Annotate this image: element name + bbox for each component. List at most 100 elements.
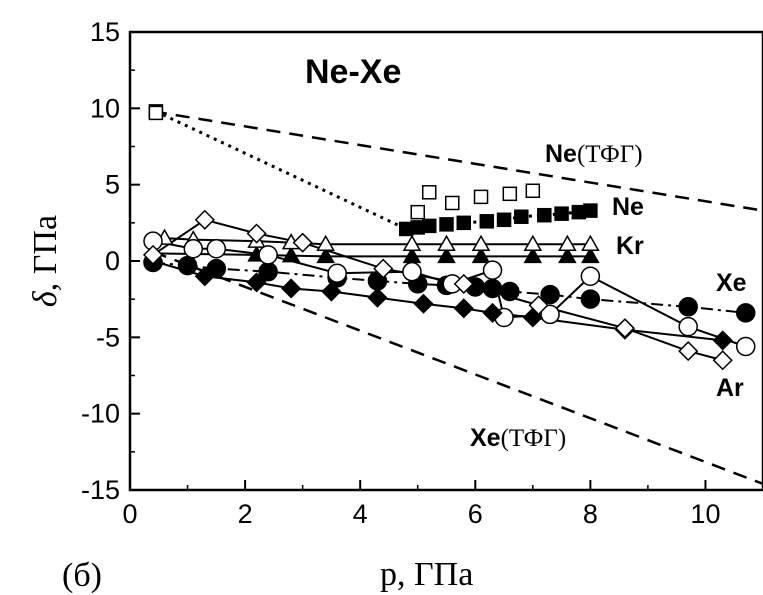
x-axis-label: p, ГПа	[380, 556, 473, 593]
data-point-xe-open-4	[327, 263, 347, 283]
series-label-kr: Kr	[616, 232, 644, 260]
data-point-kr-7	[523, 246, 543, 264]
data-point-ne-open-2	[421, 185, 437, 200]
data-point-xe-11	[540, 284, 560, 305]
data-point-kr-open-6	[437, 234, 456, 251]
data-point-kr-open-7	[471, 234, 491, 251]
data-point-xe-open-2	[206, 239, 227, 259]
data-point-ne-8	[514, 209, 529, 224]
data-point-xe-open-12	[735, 336, 756, 357]
curve-label-xe-name: Xe	[470, 424, 501, 452]
data-point-ar-4	[321, 281, 342, 302]
data-point-xe-13	[678, 297, 698, 317]
data-point-kr-2	[281, 246, 301, 263]
panel-label: (б)	[62, 557, 102, 594]
data-point-ar-open-5	[453, 273, 474, 294]
data-point-kr-8	[558, 246, 577, 264]
y-tick-label--5: -5	[96, 322, 120, 352]
data-point-kr-5	[437, 246, 456, 264]
curve-xe-tfg-line	[152, 250, 763, 486]
data-point-xe-open-5	[402, 261, 422, 282]
y-tick-label--10: -10	[81, 399, 120, 429]
theory-curves	[152, 110, 763, 486]
axis-ticks: 0 2 4 6 8 10 -15 -10 -5 0 5 10 15	[81, 17, 721, 529]
data-point-ar-open-9	[712, 350, 733, 371]
curve-label-ne-tfg: Ne(ТФГ)	[545, 140, 643, 168]
data-point-ne-open-0	[148, 105, 164, 121]
x-tick-label-2: 2	[238, 499, 253, 529]
data-point-ne-4	[439, 217, 454, 232]
data-point-xe-open-11	[678, 316, 698, 337]
curve-ne-tfg-line	[152, 110, 763, 212]
data-point-xe-open-7	[482, 260, 503, 280]
data-point-kr-3	[316, 246, 335, 264]
data-point-ar-8	[482, 302, 503, 323]
curve-label-ne-suffix: (ТФГ)	[577, 141, 643, 168]
data-point-ne-10	[554, 206, 569, 221]
series-points	[142, 104, 756, 371]
data-point-ne-12	[583, 203, 598, 218]
curve-label-xe-suffix: (ТФГ)	[501, 425, 567, 452]
data-point-ne-5	[456, 215, 472, 231]
data-point-ne-open-1	[410, 204, 425, 220]
data-point-ar-open-1	[194, 209, 215, 230]
x-tick-label-4: 4	[353, 499, 368, 529]
x-tick-label-10: 10	[690, 499, 720, 529]
y-axis-symbol: δ	[27, 290, 64, 307]
data-point-xe-open-9	[540, 304, 560, 325]
data-point-kr-open-9	[558, 234, 577, 251]
curve-label-xe-tfg: Xe(ТФГ)	[470, 424, 566, 452]
y-tick-label-15: 15	[90, 17, 120, 47]
chart-labels: Ne-Xe Ne Kr Xe Ar Ne(ТФГ) Xe(ТФГ) p, ГПа…	[27, 53, 747, 594]
data-point-ar-1	[194, 266, 215, 287]
data-point-ar-7	[453, 298, 474, 319]
data-point-kr-open-5	[402, 234, 422, 251]
data-point-ar-6	[413, 293, 434, 314]
data-point-ne-6	[479, 214, 495, 229]
data-point-xe-open-1	[183, 239, 204, 259]
data-point-xe-open-10	[580, 266, 601, 287]
data-point-ar-open-2	[246, 223, 267, 244]
data-point-ne-open-6	[525, 183, 541, 199]
data-point-kr-open-8	[523, 234, 543, 251]
data-point-ne-3	[421, 218, 437, 234]
data-point-ne-7	[496, 212, 512, 228]
data-point-xe-12	[580, 289, 601, 309]
data-point-ne-9	[537, 207, 552, 223]
data-point-ar-open-6	[528, 295, 549, 316]
curve-label-ne-name: Ne	[545, 140, 577, 168]
data-point-xe-14	[735, 303, 756, 323]
data-point-kr-open-4	[316, 234, 335, 251]
data-point-kr-9	[581, 246, 600, 264]
series-label-ar: Ar	[716, 374, 744, 402]
y-tick-label-0: 0	[105, 246, 120, 276]
x-tick-label-8: 8	[583, 499, 598, 529]
data-point-ne-open-4	[473, 189, 489, 205]
series-label-ne: Ne	[612, 193, 644, 221]
data-point-xe-open-3	[258, 245, 278, 265]
x-tick-label-6: 6	[468, 499, 483, 529]
y-axis-unit: , ГПа	[27, 215, 64, 291]
data-point-ar-11	[712, 330, 733, 351]
y-axis-label: δ, ГПа	[27, 215, 64, 307]
data-point-kr-6	[471, 246, 491, 264]
data-point-xe-2	[206, 258, 227, 279]
data-point-ar-open-7	[614, 318, 635, 339]
data-point-ar-open-3	[292, 232, 313, 253]
y-tick-label--15: -15	[81, 475, 120, 505]
data-point-ar-open-8	[678, 341, 699, 362]
y-tick-label-5: 5	[105, 170, 120, 200]
y-tick-label-10: 10	[90, 93, 120, 123]
data-point-xe-1	[177, 255, 198, 276]
data-point-ar-open-0	[142, 244, 164, 265]
data-point-ar-2	[246, 272, 267, 293]
x-tick-label-0: 0	[122, 499, 137, 529]
data-point-kr-open-10	[581, 234, 600, 251]
data-point-ne-open-3	[445, 195, 460, 211]
data-point-ar-open-4	[373, 258, 394, 279]
series-label-xe: Xe	[716, 269, 747, 297]
data-point-xe-9	[482, 278, 503, 299]
data-point-ar-5	[367, 287, 388, 308]
data-point-ne-open-5	[502, 186, 518, 202]
